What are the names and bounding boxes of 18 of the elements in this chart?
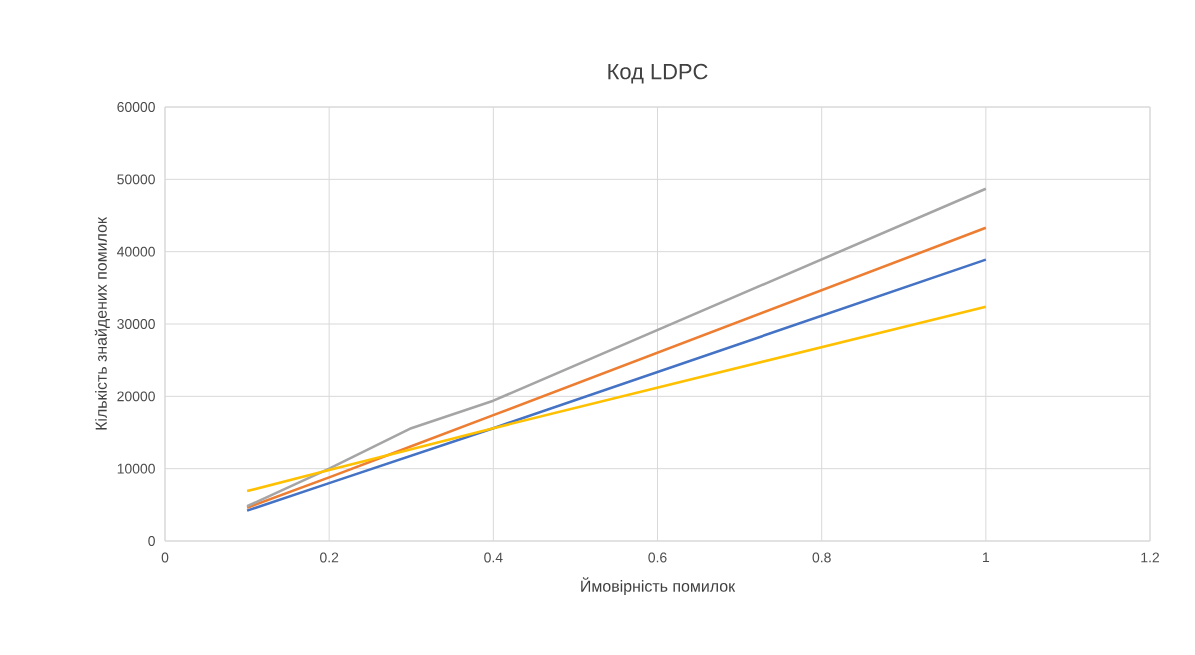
x-tick-label: 0.4 [484, 552, 503, 563]
y-axis-title: Кількість знайдених помилок [94, 217, 110, 430]
x-tick-label: 1.2 [1141, 552, 1160, 563]
x-tick-label: 0.6 [648, 552, 667, 563]
y-tick-label: 20000 [117, 391, 155, 402]
chart-title: Код LDPC [608, 63, 708, 84]
y-tick-label: 0 [148, 536, 155, 546]
y-tick-label: 40000 [117, 246, 155, 257]
y-tick-label: 30000 [117, 319, 155, 329]
y-tick-label: 10000 [117, 463, 155, 474]
x-tick-label: 1 [983, 552, 990, 563]
x-tick-label: 0 [161, 552, 169, 563]
line-series [245, 305, 988, 493]
x-tick-label: 0.2 [320, 552, 339, 563]
y-tick-label: 60000 [117, 102, 155, 112]
x-axis-title: Ймовірність помилок [581, 577, 736, 595]
x-tick-label: 0.8 [812, 552, 831, 563]
y-tick-label: 50000 [117, 174, 155, 185]
